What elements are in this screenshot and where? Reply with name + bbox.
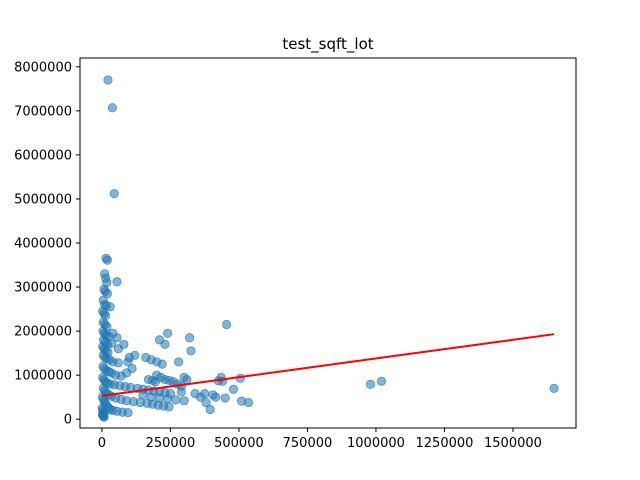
scatter-point xyxy=(109,189,119,199)
scatter-point xyxy=(127,363,137,374)
scatter-point xyxy=(201,397,211,408)
scatter-point xyxy=(105,302,115,312)
scatter-point xyxy=(228,384,239,394)
scatter-point xyxy=(211,392,221,402)
scatter-point xyxy=(365,379,376,389)
x-tick-label: 1250000 xyxy=(416,436,474,451)
scatter-point xyxy=(549,383,559,393)
x-tick-label: 250000 xyxy=(146,436,196,451)
scatter-point xyxy=(220,393,230,403)
x-tick-label: 0 xyxy=(98,436,106,451)
scatter-point xyxy=(157,359,167,369)
scatter-point xyxy=(150,377,160,387)
y-tick-label: 5000000 xyxy=(14,192,72,207)
scatter-point xyxy=(108,328,118,338)
scatter-point xyxy=(222,319,232,330)
scatter-point xyxy=(154,393,165,403)
scatter-point xyxy=(200,389,210,399)
scatter-point xyxy=(103,75,113,85)
scatter-point xyxy=(107,103,117,113)
scatter-point xyxy=(185,333,195,343)
x-tick-label: 750000 xyxy=(283,436,333,451)
scatter-point xyxy=(179,396,189,406)
scatter-point xyxy=(164,402,174,412)
regression-line xyxy=(101,333,555,397)
x-tick-label: 500000 xyxy=(214,436,264,451)
scatter-point xyxy=(174,357,184,367)
scatter-points xyxy=(97,75,559,422)
scatter-point xyxy=(112,277,122,287)
scatter-point xyxy=(163,328,173,338)
y-tick-label: 0 xyxy=(64,413,72,428)
scatter-point xyxy=(106,338,117,349)
y-axis: 0 1000000 2000000 3000000 4000000 5000000 6000… xyxy=(14,60,80,428)
scatter-point xyxy=(119,339,129,349)
scatter-point xyxy=(124,352,134,363)
scatter-point xyxy=(163,394,173,404)
scatter-point xyxy=(138,390,148,400)
scatter-point xyxy=(376,376,387,386)
scatter-point xyxy=(176,387,186,397)
scatter-point xyxy=(186,346,196,356)
scatter-point xyxy=(102,255,113,265)
y-tick-label: 6000000 xyxy=(14,148,72,163)
scatter-point xyxy=(182,374,192,385)
y-tick-label: 8000000 xyxy=(14,60,72,75)
y-tick-label: 2000000 xyxy=(14,325,72,340)
y-tick-label: 7000000 xyxy=(14,104,72,119)
regression-line-path xyxy=(101,333,555,397)
scatter-point xyxy=(99,412,109,422)
x-tick-label: 1000000 xyxy=(347,436,405,451)
scatter-point xyxy=(102,289,113,299)
scatter-point xyxy=(113,358,123,368)
scatter-point xyxy=(205,404,215,415)
y-tick-label: 1000000 xyxy=(14,369,72,384)
x-axis: 0 250000 500000 750000 1000000 1250000 1500000 xyxy=(98,428,542,451)
scatter-point xyxy=(123,407,133,418)
chart-title: test_sqft_lot xyxy=(282,35,373,54)
y-tick-label: 3000000 xyxy=(14,281,72,296)
x-tick-label: 1500000 xyxy=(484,436,542,451)
scatter-point xyxy=(171,395,181,405)
y-tick-label: 4000000 xyxy=(14,237,72,252)
scatter-point xyxy=(160,339,170,349)
scatter-point xyxy=(243,397,254,408)
scatter-point xyxy=(146,392,156,402)
